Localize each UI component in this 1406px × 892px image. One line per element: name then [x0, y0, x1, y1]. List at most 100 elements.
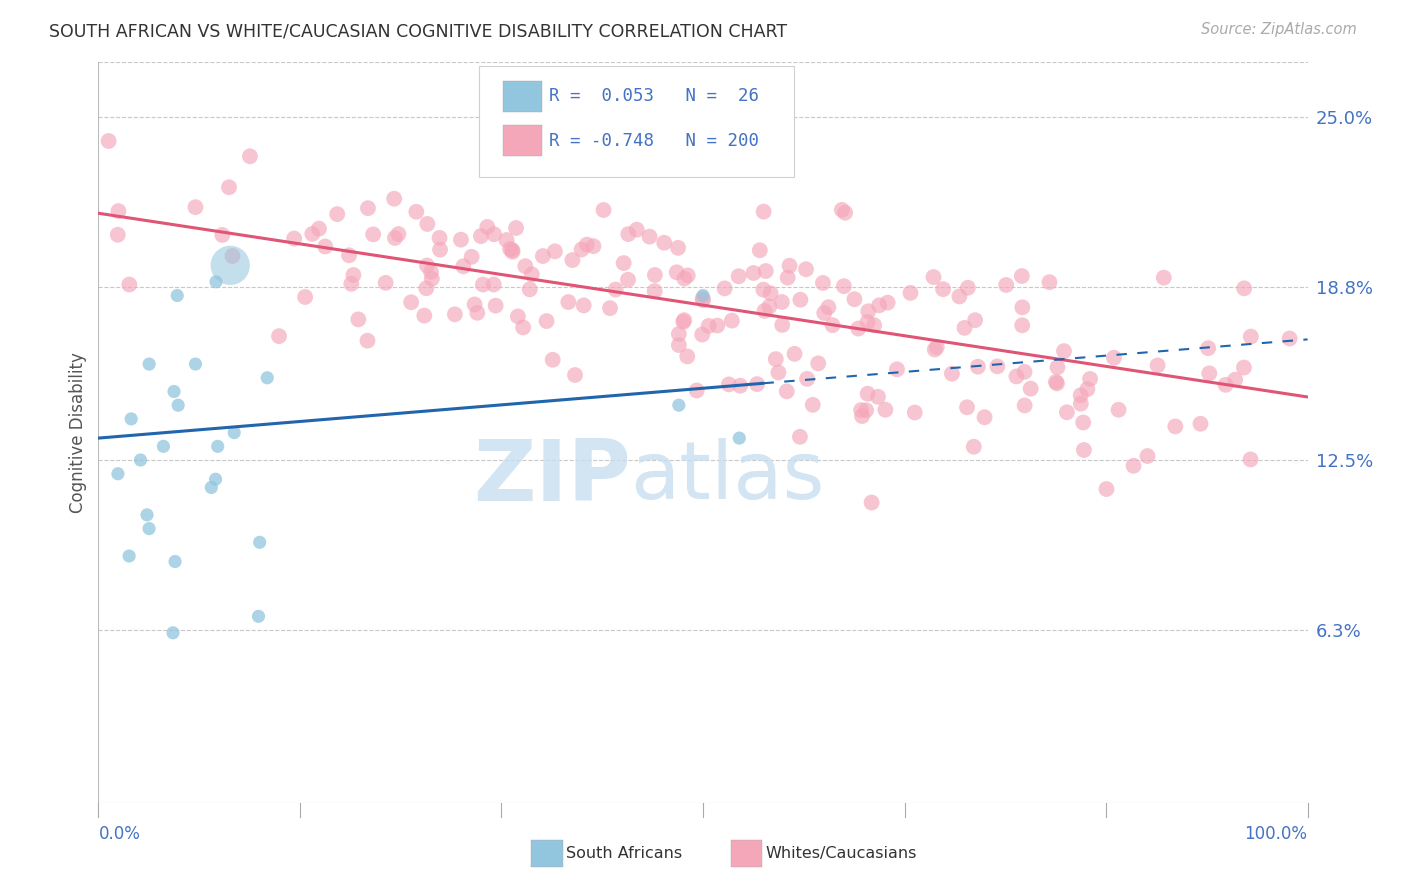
- Point: [247, 609, 270, 624]
- Point: [1198, 367, 1220, 381]
- FancyBboxPatch shape: [479, 66, 793, 178]
- Point: [876, 295, 898, 310]
- Point: [966, 359, 988, 374]
- FancyBboxPatch shape: [503, 81, 543, 112]
- Point: [925, 340, 948, 354]
- Point: [205, 275, 228, 289]
- Point: [821, 318, 844, 333]
- Point: [849, 403, 872, 417]
- Point: [342, 268, 364, 282]
- Text: ZIP: ZIP: [472, 435, 630, 518]
- Point: [1005, 369, 1028, 384]
- Point: [963, 440, 986, 454]
- Point: [855, 403, 877, 417]
- Point: [644, 284, 666, 298]
- Point: [450, 233, 472, 247]
- Point: [519, 282, 541, 296]
- Point: [796, 372, 818, 386]
- Point: [415, 281, 437, 295]
- Point: [673, 313, 696, 327]
- Point: [163, 384, 186, 399]
- Point: [120, 412, 142, 426]
- Point: [166, 288, 188, 302]
- Point: [211, 227, 233, 242]
- Point: [858, 304, 880, 318]
- Point: [965, 313, 987, 327]
- Point: [742, 266, 765, 280]
- Point: [754, 303, 776, 318]
- Point: [444, 307, 467, 321]
- Point: [745, 377, 768, 392]
- Point: [416, 217, 439, 231]
- Text: R = -0.748   N = 200: R = -0.748 N = 200: [550, 132, 759, 150]
- Point: [1225, 373, 1247, 387]
- Point: [866, 390, 889, 404]
- Point: [868, 298, 890, 312]
- Point: [626, 223, 648, 237]
- Point: [1233, 281, 1256, 295]
- Point: [184, 200, 207, 214]
- Point: [374, 276, 396, 290]
- Point: [575, 237, 598, 252]
- Point: [1164, 419, 1187, 434]
- Point: [256, 371, 278, 385]
- Point: [686, 384, 709, 398]
- Point: [506, 310, 529, 324]
- Point: [713, 281, 735, 295]
- Point: [770, 295, 793, 310]
- Point: [904, 405, 927, 419]
- Point: [1056, 405, 1078, 419]
- Point: [1046, 376, 1069, 391]
- Point: [900, 285, 922, 300]
- Point: [136, 508, 159, 522]
- Point: [886, 362, 908, 376]
- Point: [605, 283, 627, 297]
- Point: [856, 386, 879, 401]
- Point: [776, 384, 799, 399]
- Point: [851, 409, 873, 423]
- Point: [973, 410, 995, 425]
- Point: [592, 202, 614, 217]
- Point: [1014, 365, 1036, 379]
- Point: [875, 402, 897, 417]
- Point: [283, 231, 305, 245]
- Point: [129, 453, 152, 467]
- Point: [1189, 417, 1212, 431]
- Point: [249, 535, 271, 549]
- Point: [138, 357, 160, 371]
- Point: [1011, 318, 1033, 333]
- Point: [1078, 372, 1101, 386]
- Point: [783, 347, 806, 361]
- Point: [1071, 416, 1094, 430]
- Point: [941, 367, 963, 381]
- Point: [672, 315, 695, 329]
- Point: [1233, 360, 1256, 375]
- Point: [97, 134, 120, 148]
- Point: [557, 295, 579, 310]
- Point: [1278, 331, 1301, 345]
- Point: [613, 256, 636, 270]
- Point: [1046, 360, 1069, 375]
- Text: R =  0.053   N =  26: R = 0.053 N = 26: [550, 87, 759, 105]
- Point: [728, 378, 751, 392]
- Point: [1146, 359, 1168, 373]
- Point: [413, 309, 436, 323]
- Point: [652, 235, 675, 250]
- Point: [1095, 482, 1118, 496]
- Point: [429, 231, 451, 245]
- Point: [617, 273, 640, 287]
- Point: [697, 318, 720, 333]
- Point: [221, 249, 243, 263]
- Point: [666, 241, 689, 255]
- Point: [673, 271, 696, 285]
- Point: [453, 260, 475, 274]
- Point: [471, 277, 494, 292]
- FancyBboxPatch shape: [503, 126, 543, 156]
- Text: 0.0%: 0.0%: [98, 825, 141, 843]
- Point: [924, 343, 946, 357]
- Point: [1011, 268, 1033, 283]
- Point: [564, 368, 586, 382]
- Point: [326, 207, 349, 221]
- Point: [420, 271, 443, 285]
- Point: [561, 253, 583, 268]
